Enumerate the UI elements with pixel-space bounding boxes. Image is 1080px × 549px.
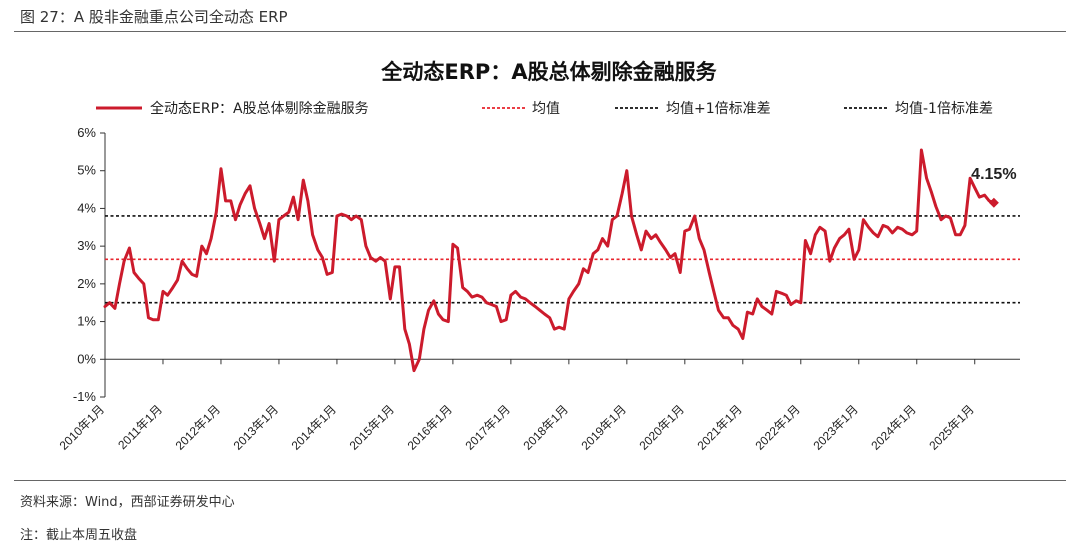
x-tick-label: 2018年1月 [521,402,571,452]
y-tick-label: 2% [77,276,96,291]
y-tick-label: 3% [77,238,96,253]
x-axis: 2010年1月 2011年1月 2012年1月 2013年1月 2014年1月 2015年… [57,358,1020,453]
y-tick-label: -1% [73,389,97,404]
x-tick-label: 2011年1月 [115,402,165,452]
x-tick-label: 2015年1月 [347,402,397,452]
y-tick-label: 6% [77,125,96,140]
top-rule [14,31,1066,32]
series-line-erp [103,148,996,373]
x-tick-label: 2021年1月 [694,402,744,452]
last-value-annotation: 4.15% [971,166,1016,183]
x-tick-label: 2017年1月 [463,402,513,452]
y-tick-label: 5% [77,163,96,178]
x-tick-label: 2024年1月 [868,402,918,452]
legend-label-series: 全动态ERP：A股总体剔除金融服务 [150,100,369,117]
x-tick-label: 2019年1月 [578,402,628,452]
source-note: 资料来源：Wind，西部证券研发中心 [20,495,235,510]
chart-title: 全动态ERP：A股总体剔除金融服务 [380,60,717,84]
figure-caption: 图 27：A 股非金融重点公司全动态 ERP [20,8,288,26]
y-tick-label: 4% [77,200,96,215]
x-tick-label: 2013年1月 [231,402,281,452]
legend-label-mean: 均值 [532,101,560,117]
x-tick-label: 2022年1月 [752,402,802,452]
x-tick-label: 2020年1月 [636,402,686,452]
footnote: 注：截止本周五收盘 [20,528,138,543]
x-tick-label: 2023年1月 [810,402,860,452]
annotation-layer: 4.15% [971,166,1016,183]
reference-lines [105,215,1020,304]
legend: 全动态ERP：A股总体剔除金融服务 均值 均值+1倍标准差 均值-1倍标准差 [96,100,993,117]
y-tick-label: 1% [77,314,96,329]
legend-label-upper: 均值+1倍标准差 [666,101,771,117]
y-axis: -1% 0% 1% 2% 3% 4% 5% 6% [73,125,106,404]
x-tick-label: 2025年1月 [926,402,976,452]
x-tick-label: 2010年1月 [57,402,107,452]
x-tick-label: 2016年1月 [405,402,455,452]
x-tick-label: 2014年1月 [289,402,339,452]
legend-label-lower: 均值-1倍标准差 [895,101,993,117]
x-tick-label: 2012年1月 [173,402,223,452]
last-point-marker [988,197,999,208]
bottom-rule [14,480,1066,481]
y-tick-label: 0% [77,351,96,366]
series-layer [103,148,999,373]
